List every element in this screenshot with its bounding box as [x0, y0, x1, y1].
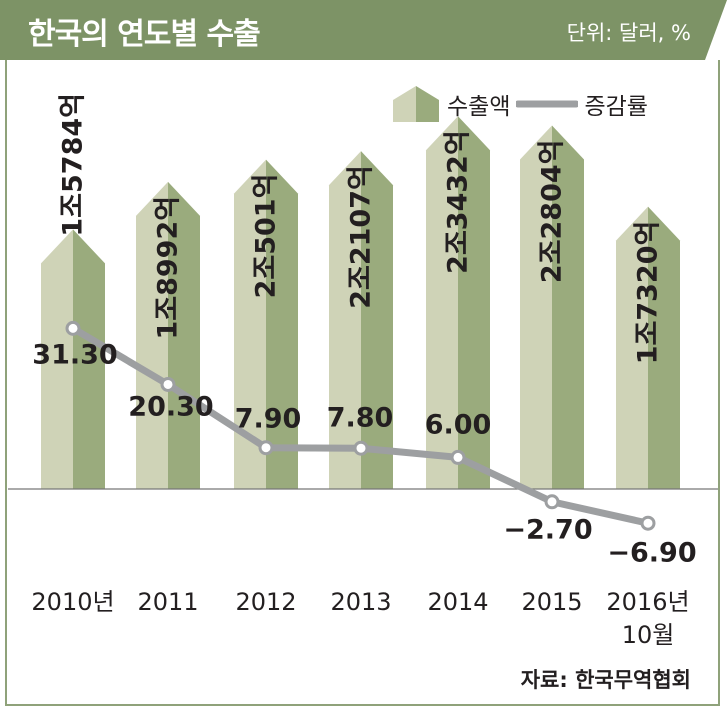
source-note: 자료: 한국무역협회	[520, 668, 691, 692]
x-axis-tick-label: 2014	[427, 588, 488, 616]
bar-right-face	[648, 206, 680, 489]
bar-value-label: 1조7320억	[633, 221, 664, 365]
growth-rate-label: −2.70	[503, 515, 592, 546]
bar-value-label: 1조5784억	[58, 93, 89, 237]
legend-line-icon	[516, 100, 579, 108]
bar-right-face	[361, 151, 393, 489]
growth-rate-label: 31.30	[32, 340, 117, 371]
title-banner: 한국의 연도별 수출 단위: 달러, %	[0, 0, 727, 60]
bar-left-face	[520, 125, 552, 490]
x-axis-tick-label: 10월	[622, 621, 675, 649]
bar-right-face	[168, 181, 200, 489]
bar-value-label: 2조2804억	[537, 140, 568, 284]
growth-rate-label: 7.90	[235, 404, 302, 435]
growth-rate-label: −6.90	[607, 538, 696, 569]
legend-bar-label: 수출액	[447, 94, 511, 120]
bar-value-label: 2조3432억	[443, 130, 474, 274]
bar-right-face	[552, 125, 584, 490]
growth-rate-point	[160, 376, 176, 392]
bar-left-face	[616, 206, 648, 489]
growth-rate-point	[640, 515, 656, 531]
bar-left-face	[41, 229, 73, 490]
growth-rate-point	[353, 440, 369, 456]
growth-rate-label: 20.30	[128, 392, 213, 423]
growth-rate-point	[258, 440, 274, 456]
bar-value-label: 1조8992억	[153, 196, 184, 340]
legend: 수출액 증감률	[393, 86, 648, 122]
x-axis-tick-label: 2016년	[606, 588, 689, 616]
title-banner-background	[0, 0, 727, 60]
growth-rate-point	[544, 494, 560, 510]
bar-value-label: 2조501억	[251, 174, 282, 299]
chart-title: 한국의 연도별 수출	[28, 17, 261, 52]
x-axis-tick-label: 2010년	[31, 588, 114, 616]
chart-frame	[5, 60, 720, 706]
x-axis-tick-label: 2011	[137, 588, 198, 616]
growth-rate-point	[450, 449, 466, 465]
legend-bar-icon	[393, 86, 439, 122]
bar-left-face	[329, 151, 361, 489]
growth-rate-point	[65, 320, 81, 336]
bar-left-face	[426, 116, 458, 490]
x-axis-tick-label: 2013	[330, 588, 391, 616]
growth-rate-label: 7.80	[327, 403, 394, 434]
x-axis-tick-label: 2012	[235, 588, 296, 616]
unit-label: 단위: 달러, %	[566, 21, 691, 45]
bar-left-face	[136, 181, 168, 489]
bar-right-face	[266, 159, 298, 489]
bar-right-face	[73, 229, 105, 490]
x-axis-tick-label: 2015	[521, 588, 582, 616]
bar-left-face	[234, 159, 266, 489]
title-banner-shape	[0, 0, 727, 60]
growth-rate-label: 6.00	[425, 410, 492, 441]
bar-right-face	[458, 116, 490, 490]
bar-value-label: 2조2107억	[346, 165, 377, 309]
legend-line-label: 증감률	[584, 94, 648, 120]
